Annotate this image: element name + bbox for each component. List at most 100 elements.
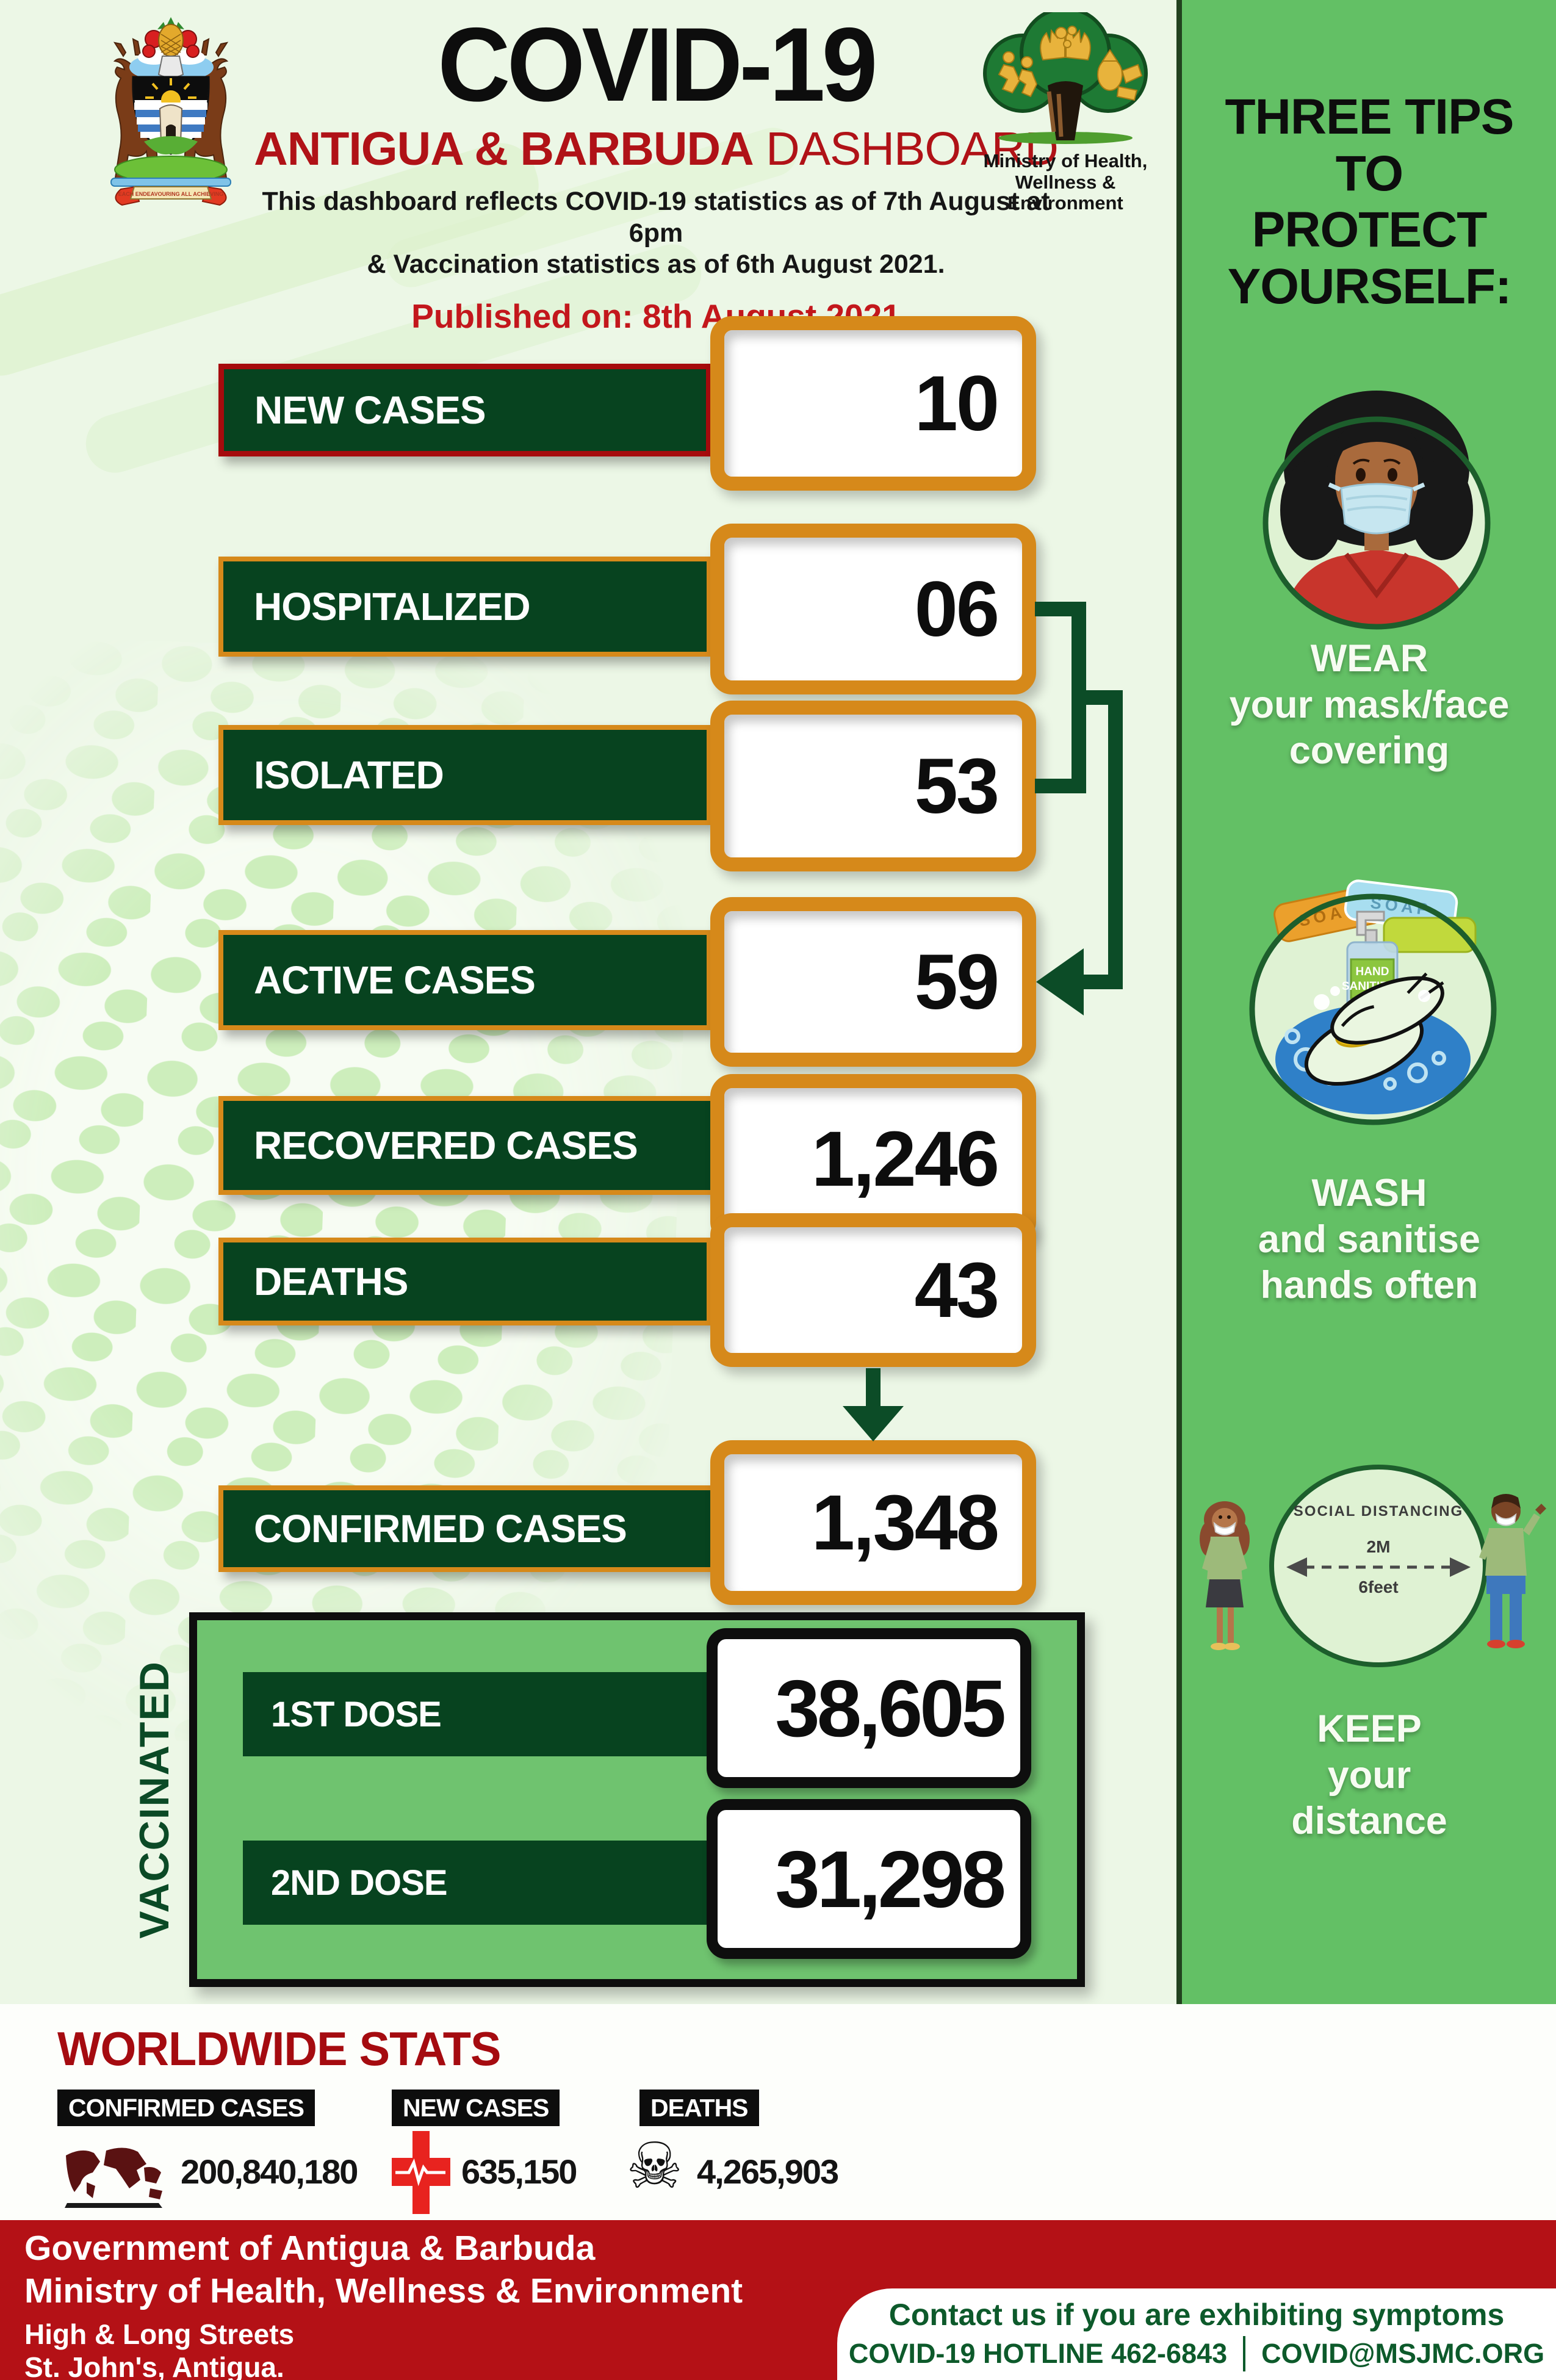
subtitle-dashboard-word: DASHBOARD <box>753 123 1059 175</box>
dashboard-description: This dashboard reflects COVID-19 statist… <box>244 186 1068 281</box>
ministry-logo: Ministry of Health, Wellness & Environme… <box>963 7 1168 214</box>
deaths-value: 43 <box>710 1213 1036 1367</box>
isolated-label: ISOLATED <box>218 725 711 825</box>
hospitalized-label: HOSPITALIZED <box>218 557 711 657</box>
tip2-caption: WASH and sanitise hands often <box>1183 1170 1556 1309</box>
social-distancing-illustration: SOCIAL DISTANCING 2M 6feet <box>1200 1465 1546 1667</box>
logo-produce <box>1097 49 1143 101</box>
recovered-cases-label: RECOVERED CASES <box>218 1096 716 1195</box>
description-line-2: & Vaccination statistics as of 6th Augus… <box>367 250 945 279</box>
sanitizer-label-line-1: HAND <box>1356 965 1389 978</box>
worldwide-deaths-label: DEATHS <box>639 2090 759 2126</box>
worldwide-confirmed-label: CONFIRMED CASES <box>57 2090 315 2126</box>
worldwide-title: WORLDWIDE STATS <box>57 2022 502 2075</box>
red-hoodie <box>1279 549 1474 627</box>
footer-government: Government of Antigua & Barbuda <box>24 2229 596 2268</box>
man-raised-hand <box>1535 1504 1546 1515</box>
page-subtitle: ANTIGUA & BARBUDA DASHBOARD <box>244 126 1068 173</box>
ministry-caption-line-2: Wellness & Environment <box>1007 171 1123 214</box>
worldwide-deaths-value: 4,265,903 <box>697 2152 839 2191</box>
distance-meters-label: 2M <box>1367 1537 1391 1556</box>
washing-hands <box>1304 972 1444 1086</box>
logo-runners <box>998 51 1038 98</box>
worldwide-new-value: 635,150 <box>461 2152 577 2191</box>
worldwide-new-label: NEW CASES <box>392 2090 560 2126</box>
shield <box>132 76 210 155</box>
confirmed-cases-label: CONFIRMED CASES <box>218 1485 726 1572</box>
antigua-coat-of-arms: EACH ENDEAVOURING ALL ACHIEVING <box>110 17 231 206</box>
tip3-caption: KEEP your distance <box>1183 1706 1556 1845</box>
pump-nozzle <box>1356 911 1385 936</box>
medical-cross-icon <box>392 2131 450 2214</box>
motto-ribbon: EACH ENDEAVOURING ALL ACHIEVING <box>115 186 227 206</box>
wash-hands-illustration: SOAP SOAP HAND SANITIZER <box>1249 879 1497 1125</box>
tip1-line-1: WEAR <box>1310 637 1428 680</box>
footer-street: High & Long Streets <box>24 2318 295 2350</box>
man-shirt <box>1485 1528 1527 1576</box>
woman-mask <box>1213 1521 1236 1535</box>
hotline-number: COVID-19 HOTLINE 462-6843 <box>848 2338 1228 2369</box>
hair-front <box>1330 421 1423 459</box>
tip2-line-3: hands often <box>1260 1264 1479 1307</box>
confirmed-cases-value: 1,348 <box>710 1440 1036 1605</box>
contact-email: COVID@MSJMC.ORG <box>1261 2338 1545 2369</box>
description-line-1: This dashboard reflects COVID-19 statist… <box>262 187 1050 248</box>
deaths-label: DEATHS <box>218 1238 711 1325</box>
contact-separator <box>1243 2336 1246 2371</box>
logo-hands-family <box>1040 26 1091 61</box>
arrowhead-down-into-confirmed <box>843 1406 904 1441</box>
active-cases-label: ACTIVE CASES <box>218 930 711 1030</box>
contact-row: COVID-19 HOTLINE 462-6843 COVID@MSJMC.OR… <box>849 2336 1544 2371</box>
tip1-line-2: your mask/face <box>1229 683 1510 726</box>
connector-hospitalized-isolated <box>1035 602 1086 793</box>
woman-skirt <box>1206 1579 1244 1607</box>
world-map-icon <box>65 2147 162 2208</box>
helmet <box>157 56 184 78</box>
eye-left <box>1356 468 1366 481</box>
active-cases-value: 59 <box>710 897 1036 1067</box>
tip-circle-border <box>1262 416 1491 630</box>
eye-right <box>1388 468 1397 481</box>
water-band <box>110 178 231 187</box>
contact-heading: Contact us if you are exhibiting symptom… <box>888 2298 1505 2332</box>
new-cases-label: NEW CASES <box>218 364 711 456</box>
man-jeans <box>1486 1576 1525 1594</box>
tip-circle-border <box>1249 893 1497 1125</box>
contact-card: Contact us if you are exhibiting symptom… <box>837 2288 1556 2380</box>
man-mask <box>1495 1513 1517 1526</box>
wear-mask-illustration <box>1262 391 1491 630</box>
footer: Government of Antigua & Barbuda Ministry… <box>0 2220 1556 2380</box>
worldwide-confirmed-value: 200,840,180 <box>181 2152 358 2191</box>
second-dose-value: 31,298 <box>707 1799 1031 1959</box>
tip3-line-2: your <box>1327 1753 1411 1797</box>
ministry-caption: Ministry of Health, Wellness & Environme… <box>963 150 1168 214</box>
social-distancing-title: SOCIAL DISTANCING <box>1294 1503 1463 1520</box>
header: COVID-19 ANTIGUA & BARBUDA DASHBOARD Thi… <box>244 12 1068 336</box>
ministry-tree-icon <box>983 7 1148 144</box>
crest-pineapple <box>142 17 200 58</box>
distance-feet-label: 6feet <box>1358 1578 1398 1596</box>
tip3-line-1: KEEP <box>1317 1707 1422 1750</box>
tips-heading-line-1: THREE TIPS TO <box>1225 89 1515 201</box>
subtitle-country: ANTIGUA & BARBUDA <box>254 123 754 175</box>
tip2-line-1: WASH <box>1311 1172 1427 1214</box>
woman-figure <box>1200 1501 1250 1650</box>
coat-motto: EACH ENDEAVOURING ALL ACHIEVING <box>118 191 224 197</box>
footer-city: St. John's, Antigua. <box>24 2351 284 2380</box>
first-dose-value: 38,605 <box>707 1628 1031 1788</box>
skull-crossbones-icon: ☠ <box>626 2131 683 2202</box>
second-dose-label: 2ND DOSE <box>243 1841 719 1925</box>
tips-heading-line-3: YOURSELF: <box>1227 258 1512 314</box>
page-title: COVID-19 <box>438 6 877 123</box>
tip2-line-2: and sanitise <box>1258 1217 1481 1261</box>
connector-to-active <box>1067 690 1123 989</box>
tip3-line-3: distance <box>1291 1800 1447 1843</box>
tip1-caption: WEAR your mask/face covering <box>1183 636 1556 774</box>
arrowhead-left-into-active <box>1036 948 1084 1015</box>
tips-heading-line-2: PROTECT <box>1252 202 1488 258</box>
distance-arrow <box>1286 1557 1471 1577</box>
footer-ministry: Ministry of Health, Wellness & Environme… <box>24 2271 743 2310</box>
worldwide-stats-section: WORLDWIDE STATS CONFIRMED CASES NEW CASE… <box>0 2004 1556 2220</box>
vaccinated-panel-title: VACCINATED <box>131 1661 178 1939</box>
